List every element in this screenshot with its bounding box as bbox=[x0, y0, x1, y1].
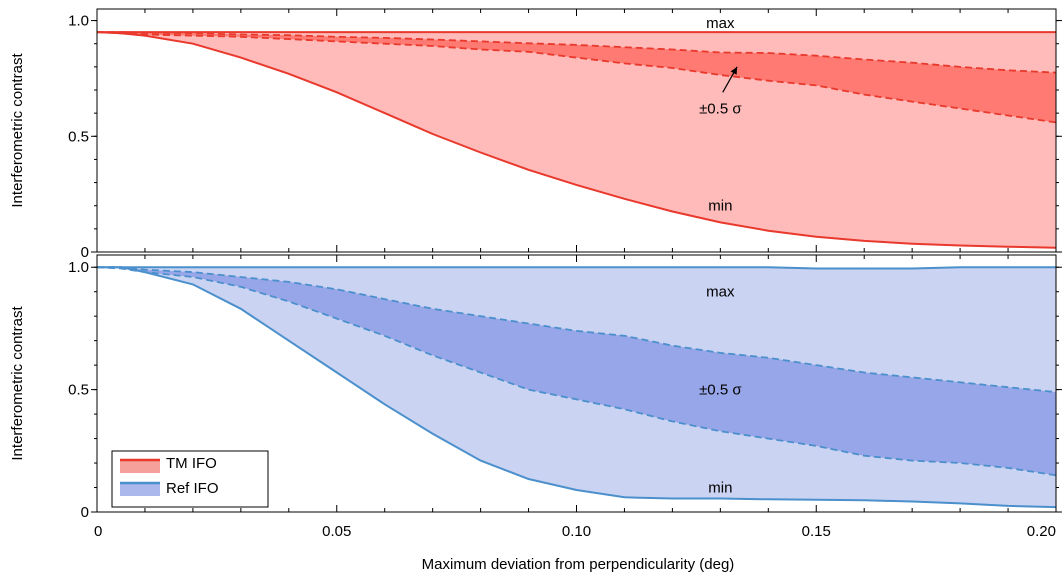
bottom-min-line bbox=[97, 266, 1057, 509]
bottom-sigma-band bbox=[97, 267, 1056, 476]
legend-label-tm: TM IFO bbox=[166, 455, 217, 472]
top-arrow-head bbox=[730, 66, 738, 75]
bottom-y-tick-label: 0 bbox=[81, 504, 89, 521]
top-upper-sigma-line bbox=[97, 31, 1057, 74]
top-annotation: ±0.5 σ bbox=[699, 101, 742, 118]
bottom-annotation: max bbox=[706, 284, 735, 301]
legend: TM IFO Ref IFO bbox=[111, 450, 269, 508]
top-annotation: max bbox=[706, 15, 735, 32]
bottom-lower-sigma-line bbox=[96, 266, 1057, 477]
top-annotation: min bbox=[708, 198, 732, 215]
bottom-annotation: min bbox=[708, 480, 732, 497]
x-axis-label: Maximum deviation from perpendicularity … bbox=[422, 556, 735, 573]
legend-swatch-ref-fill bbox=[120, 483, 160, 496]
legend-swatch-tm-fill bbox=[120, 460, 160, 473]
top-y-axis-label: Interferometric contrast bbox=[9, 53, 26, 208]
x-axis: 0 0.05 0.10 0.15 0.20 bbox=[94, 523, 1056, 540]
bottom-annotation: ±0.5 σ bbox=[699, 382, 742, 399]
top-sigma-band bbox=[97, 32, 1056, 123]
bottom-y-axis-label: Interferometric contrast bbox=[9, 306, 26, 461]
x-tick-label: 0.05 bbox=[322, 523, 351, 540]
x-tick-label: 0 bbox=[94, 523, 102, 540]
legend-label-ref: Ref IFO bbox=[166, 480, 219, 497]
x-tick-label: 0.20 bbox=[1027, 523, 1056, 540]
x-tick-label: 0.10 bbox=[562, 523, 591, 540]
top-panel: 0 0.5 1.0 Interferometric contrast max ±0.5 σ… bbox=[9, 8, 1062, 261]
top-y-tick-label: 0.5 bbox=[68, 128, 89, 145]
top-lower-sigma-line bbox=[96, 31, 1057, 124]
bottom-max-line bbox=[97, 266, 1056, 270]
bottom-y-tick-label: 1.0 bbox=[68, 259, 89, 276]
x-tick-label: 0.15 bbox=[802, 523, 831, 540]
top-y-tick-label: 0 bbox=[81, 244, 89, 261]
bottom-panel: 0 0.5 1.0 Interferometric contrast max ±0.5 σ… bbox=[9, 254, 1062, 521]
bottom-y-tick-label: 0.5 bbox=[68, 382, 89, 399]
top-y-tick-label: 1.0 bbox=[68, 13, 89, 30]
top-min-line bbox=[96, 31, 1057, 249]
